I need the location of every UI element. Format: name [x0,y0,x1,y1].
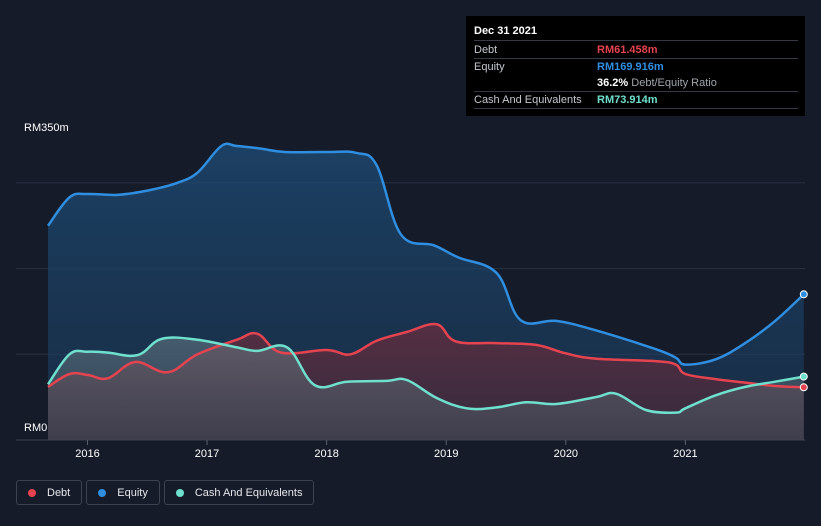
x-tick-label: 2018 [314,448,338,460]
tooltip-debt-row: Debt RM61.458m [474,42,798,59]
cash-and-equivalents-area [48,337,804,440]
legend-label-cash: Cash And Equivalents [194,486,303,499]
tooltip: Dec 31 2021 Debt RM61.458m Equity RM169.… [466,16,805,116]
tooltip-equity-value: RM169.916m [597,61,664,73]
tooltip-ratio-row: 36.2% Debt/Equity Ratio [474,75,798,92]
series-areas [48,143,804,440]
x-tick-label: 2021 [673,448,697,460]
x-axis: 2016 2017 2018 2019 2020 2021 [75,440,698,460]
debt-line [47,322,804,389]
y-axis-min-label: RM0 [24,422,48,434]
tooltip-equity-row: Equity RM169.916m [474,59,798,75]
tooltip-ratio-value: 36.2% [597,77,629,89]
legend-item-debt[interactable]: Debt [16,480,83,505]
equity-line [46,142,805,366]
legend: Debt Equity Cash And Equivalents [16,480,315,507]
legend-label-equity: Equity [117,486,148,499]
tooltip-ratio-label: Debt/Equity Ratio [631,77,717,89]
end-markers [799,290,808,392]
x-tick-label: 2016 [75,448,99,460]
legend-label-debt: Debt [47,486,71,499]
debt-end-marker [799,383,808,392]
legend-dot-equity [98,488,107,497]
series-lines [46,142,805,415]
cash-and-equivalents-end-marker [799,372,808,381]
legend-item-equity[interactable]: Equity [86,480,160,505]
legend-dot-cash [175,488,184,497]
equity-end-marker [799,290,808,299]
tooltip-equity-label: Equity [474,61,505,73]
cash-and-equivalents-line [46,336,805,415]
tooltip-cash-value: RM73.914m [597,94,658,106]
legend-dot-debt [28,488,36,497]
y-axis-max-label: RM350m [24,122,69,134]
tooltip-date: Dec 31 2021 [474,23,798,41]
x-tick-label: 2020 [554,448,578,460]
legend-item-cash[interactable]: Cash And Equivalents [163,480,315,505]
tooltip-cash-label: Cash And Equivalents [474,94,582,106]
tooltip-cash-row: Cash And Equivalents RM73.914m [474,92,798,109]
x-tick-label: 2017 [195,448,219,460]
tooltip-debt-value: RM61.458m [597,44,658,56]
tooltip-debt-label: Debt [474,44,498,56]
x-tick-label: 2019 [434,448,458,460]
